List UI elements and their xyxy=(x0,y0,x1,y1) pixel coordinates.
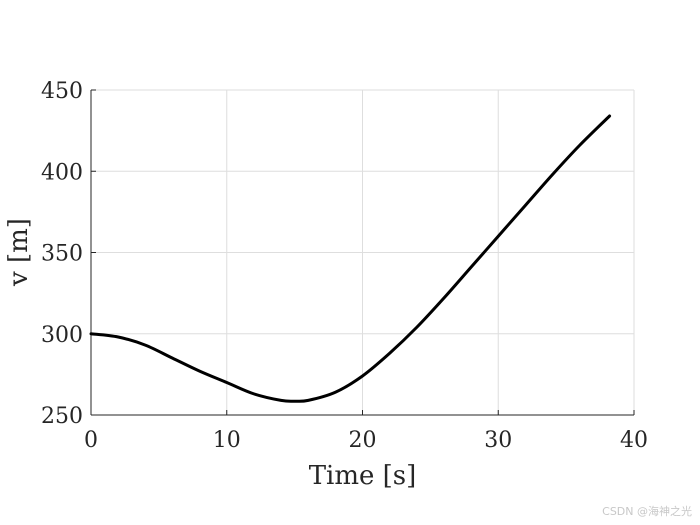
y-axis-label: v [m] xyxy=(4,218,34,287)
series-group xyxy=(89,114,612,403)
y-tick-label: 400 xyxy=(41,160,83,185)
y-tick-label: 350 xyxy=(41,242,83,267)
x-tick-label: 0 xyxy=(84,428,98,453)
x-axis-label: Time [s] xyxy=(309,461,417,491)
series-line xyxy=(89,114,612,403)
ticks: 0 10 20 30 40 250 300 350 400 450 xyxy=(41,79,648,453)
x-tick-label: 10 xyxy=(213,428,241,453)
x-tick-label: 30 xyxy=(484,428,512,453)
x-tick-label: 40 xyxy=(620,428,648,453)
y-tick-label: 450 xyxy=(41,79,83,104)
x-tick-label: 20 xyxy=(349,428,377,453)
y-tick-label: 250 xyxy=(41,404,83,429)
watermark: CSDN @海神之光 xyxy=(602,505,692,518)
y-tick-label: 300 xyxy=(41,323,83,348)
